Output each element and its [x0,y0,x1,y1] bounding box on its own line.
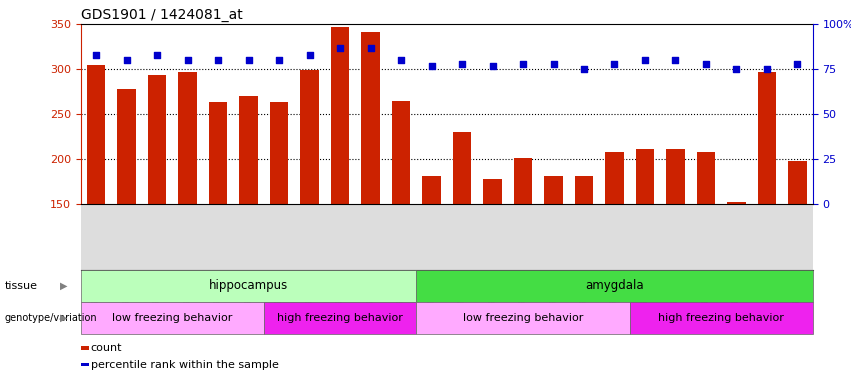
Bar [574,177,593,339]
Text: genotype/variation: genotype/variation [4,313,97,323]
Bar [81,302,264,334]
Point [669,57,683,63]
Bar [416,302,630,334]
Point [608,61,621,67]
Bar [545,177,563,339]
Bar [697,152,715,339]
Bar [331,27,349,339]
Bar [788,161,807,339]
Text: high freezing behavior: high freezing behavior [277,313,403,323]
Bar [453,132,471,339]
Point [760,66,774,72]
Text: count: count [91,343,123,352]
Point [455,61,469,67]
Point [303,52,317,58]
Bar [209,102,227,339]
Text: tissue: tissue [4,281,37,291]
Bar [483,179,501,339]
Point [242,57,255,63]
Point [791,61,804,67]
Bar [636,150,654,339]
Point [120,57,134,63]
Bar [117,89,135,339]
Bar [391,101,410,339]
Bar [81,270,416,302]
Point [151,52,164,58]
Bar [630,302,813,334]
Bar [179,72,197,339]
Bar [416,270,813,302]
Point [638,57,652,63]
Point [89,52,103,58]
Bar [666,150,684,339]
Point [394,57,408,63]
Bar [362,32,380,339]
Point [700,61,713,67]
Point [486,63,500,69]
Text: low freezing behavior: low freezing behavior [463,313,583,323]
Point [729,66,743,72]
Point [577,66,591,72]
Bar [605,152,624,339]
Point [517,61,530,67]
Point [363,45,377,51]
Point [211,57,225,63]
Bar [264,302,416,334]
Text: high freezing behavior: high freezing behavior [659,313,784,323]
Text: hippocampus: hippocampus [209,279,288,292]
Bar [270,102,288,339]
Bar [87,65,106,339]
Point [546,61,560,67]
Text: amygdala: amygdala [585,279,644,292]
Text: ▶: ▶ [60,281,67,291]
Bar [728,202,745,339]
Text: GDS1901 / 1424081_at: GDS1901 / 1424081_at [81,8,243,22]
Bar [239,96,258,339]
Bar [300,70,318,339]
Bar [422,177,441,339]
Bar [757,72,776,339]
Bar [148,75,166,339]
Point [425,63,438,69]
Point [180,57,194,63]
Point [334,45,347,51]
Bar [514,159,532,339]
Text: low freezing behavior: low freezing behavior [112,313,232,323]
Text: percentile rank within the sample: percentile rank within the sample [91,360,278,369]
Point [272,57,286,63]
Text: ▶: ▶ [60,313,67,323]
